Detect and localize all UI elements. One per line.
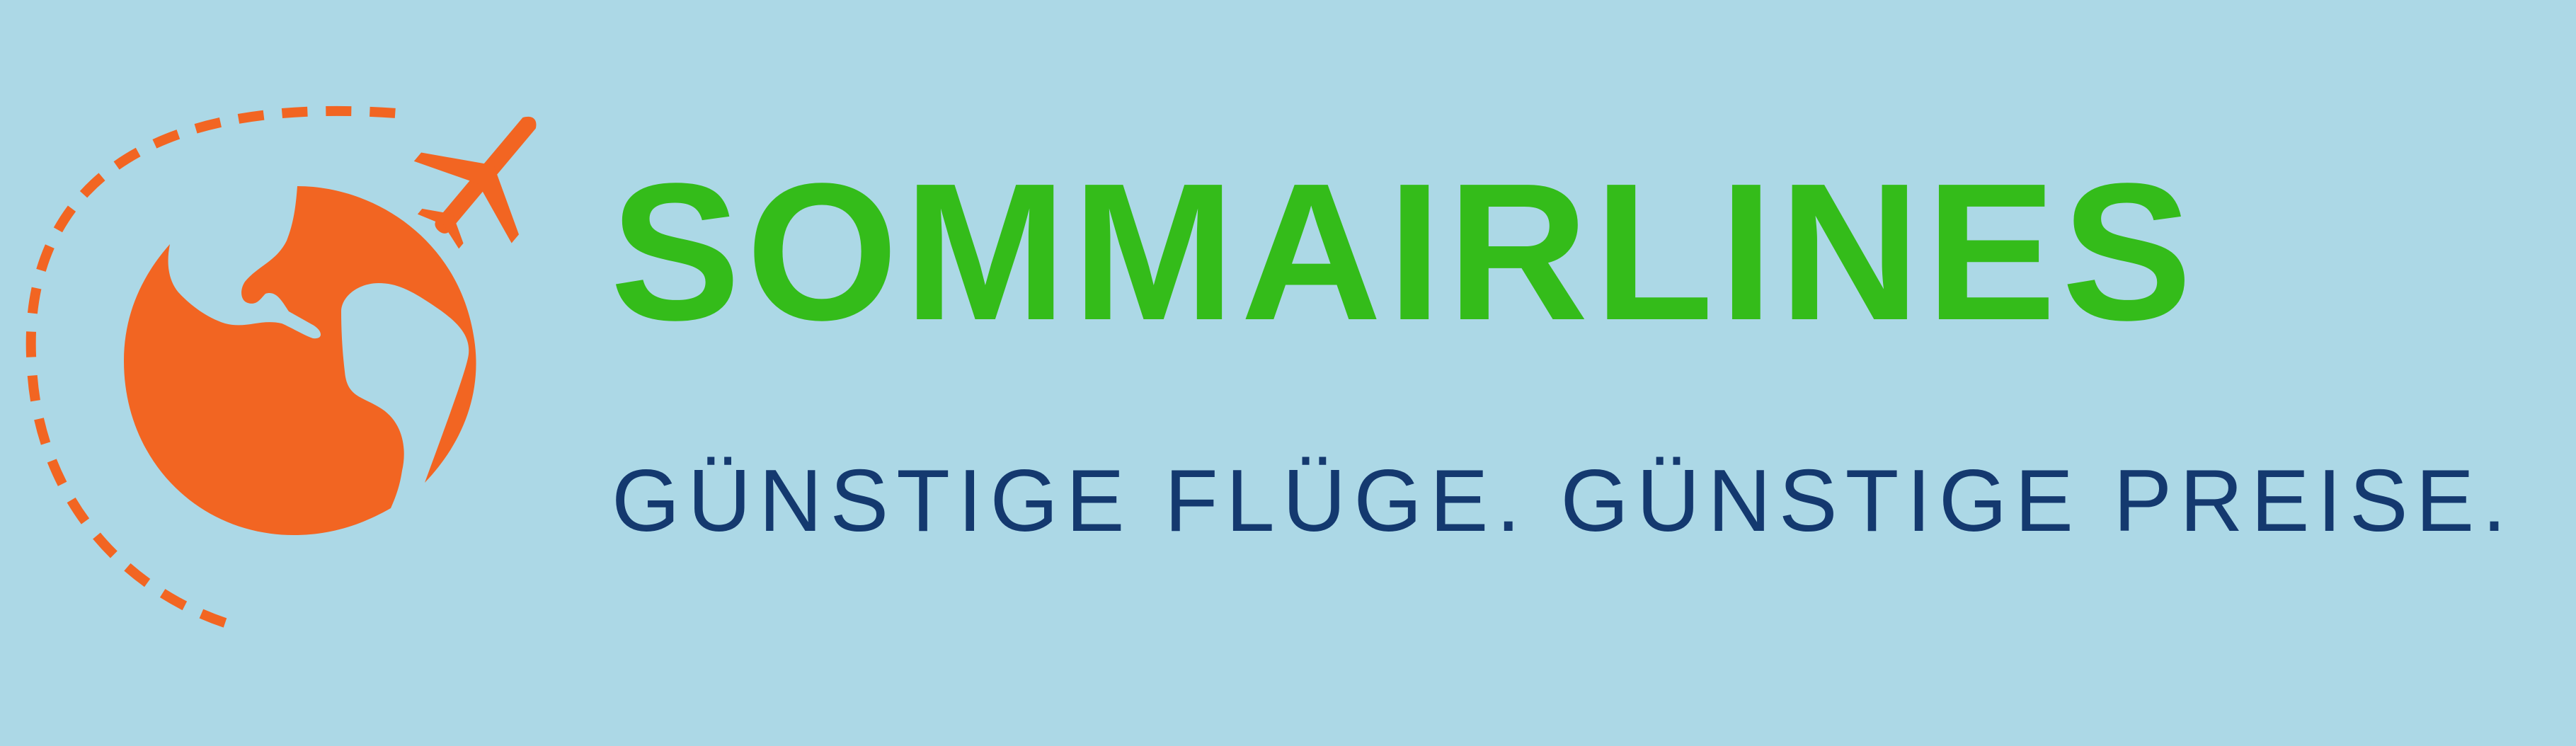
airplane-icon bbox=[413, 116, 537, 249]
globe-icon bbox=[124, 186, 476, 535]
logo-mark bbox=[25, 105, 537, 628]
brand-name: SOMMAIRLINES bbox=[610, 143, 2198, 361]
tagline: GÜNSTIGE FLÜGE. GÜNSTIGE PREISE. bbox=[612, 452, 2514, 550]
dashed-flight-path bbox=[25, 105, 397, 628]
